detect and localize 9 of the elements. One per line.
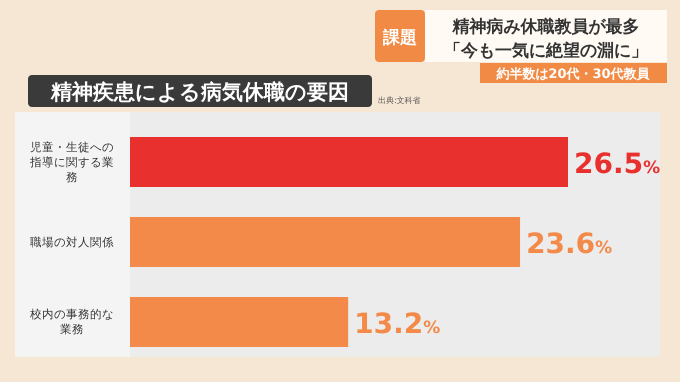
source-note: 出典:文科省 (378, 96, 421, 105)
data-label: 23.6% (526, 227, 612, 260)
y-tick-label: 校内の事務的な業務 (30, 306, 114, 338)
data-label: 13.2% (354, 307, 440, 340)
chart-title: 精神疾患による病気休職の要因 (50, 80, 349, 104)
y-tick-label: 児童・生徒への指導に関する業務 (30, 138, 114, 186)
data-label: 26.5% (574, 147, 660, 180)
header: 課題 精神病み休職教員が最多 「今も一気に絶望の淵に」 約半数は20代・30代教員 (375, 10, 667, 83)
y-tick-label: 職場の対人関係 (30, 234, 114, 250)
